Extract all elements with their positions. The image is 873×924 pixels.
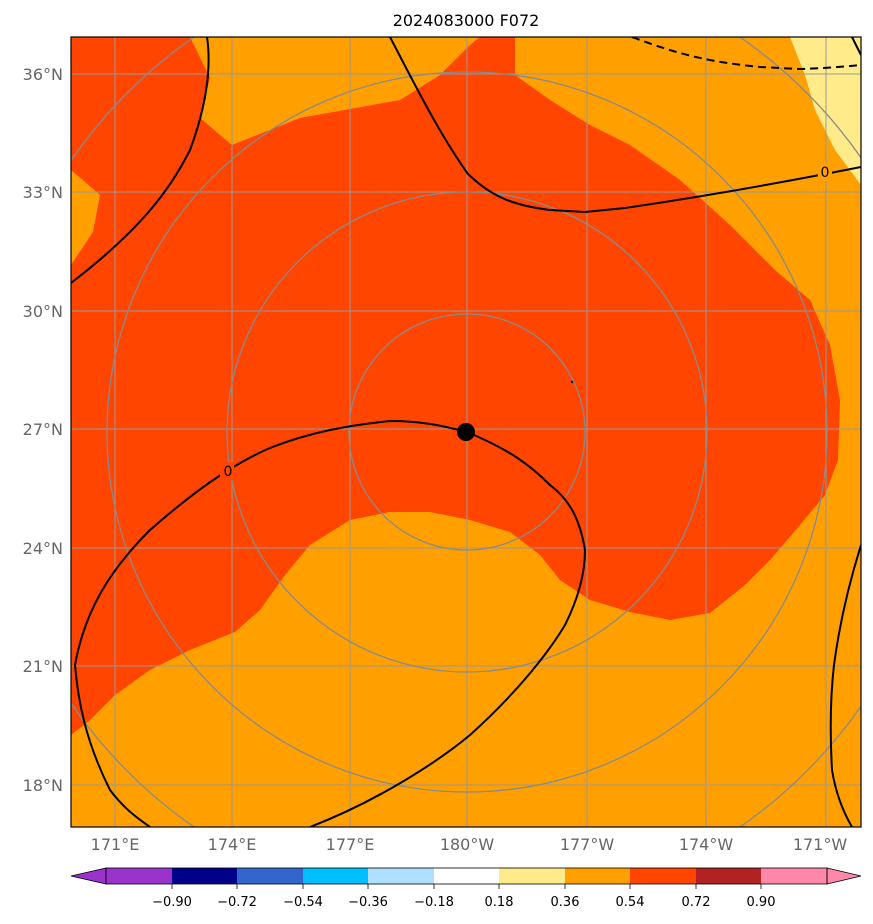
lat-label: 24°N <box>23 539 63 558</box>
colorbar-bin <box>237 868 303 884</box>
colorbar-tick-label: 0.54 <box>616 895 645 910</box>
colorbar-tick-label: −0.54 <box>283 895 323 910</box>
colorbar: −0.90 −0.72 −0.54 −0.36 −0.18 0.18 0.36 … <box>70 867 862 910</box>
lon-label: 171°W <box>793 835 848 854</box>
contour-right-edge <box>829 544 861 827</box>
graticule <box>71 37 861 827</box>
colorbar-bin <box>303 868 368 884</box>
map-frame <box>70 36 862 828</box>
small-dot <box>570 380 574 384</box>
colorbar-bin <box>565 868 630 884</box>
colorbar-extend-low <box>70 867 107 885</box>
colorbar-ticks <box>171 884 762 889</box>
lat-label: 36°N <box>23 65 63 84</box>
contour-top-right-corner <box>851 37 861 56</box>
colorbar-tick-label: −0.72 <box>217 895 257 910</box>
lon-label: 180°W <box>440 835 495 854</box>
lon-label: 174°W <box>679 835 734 854</box>
colorbar-tick-label: −0.18 <box>414 895 454 910</box>
colorbar-bin <box>106 868 172 884</box>
colorbar-tick-label: −0.90 <box>152 895 192 910</box>
colorbar-bin <box>368 868 434 884</box>
colorbar-bin <box>434 868 499 884</box>
lat-label: 27°N <box>23 420 63 439</box>
lat-labels: 36°N 33°N 30°N 27°N 24°N 21°N 18°N <box>23 65 63 795</box>
lat-label: 30°N <box>23 302 63 321</box>
lon-label: 177°E <box>326 835 375 854</box>
colorbar-tick-label: 0.72 <box>682 895 711 910</box>
lon-label: 171°E <box>91 835 140 854</box>
contour-left-upper <box>71 37 210 284</box>
contour-label-group: 0 0 <box>220 163 832 480</box>
lon-labels: 171°E 174°E 177°E 180°W 177°W 174°W 171°… <box>91 835 848 854</box>
field-orange-left-notch <box>71 170 100 265</box>
lon-label: 174°E <box>208 835 257 854</box>
colorbar-bin <box>172 868 237 884</box>
colorbar-bin <box>499 868 565 884</box>
colorbar-bin <box>761 868 827 884</box>
contour-top-right-dashed <box>631 37 861 71</box>
lon-label: 177°W <box>560 835 615 854</box>
colorbar-tick-label: −0.36 <box>348 895 388 910</box>
contours <box>71 37 861 827</box>
contour-label-right: 0 <box>821 165 830 181</box>
lat-label: 18°N <box>23 776 63 795</box>
colorbar-bin <box>696 868 761 884</box>
contour-label-left: 0 <box>224 464 233 480</box>
colorbar-tick-label: 0.18 <box>485 895 514 910</box>
colorbar-extend-high <box>826 867 862 885</box>
map-title: 2024083000 F072 <box>393 11 540 30</box>
field-red-main <box>71 37 840 735</box>
lat-label: 33°N <box>23 183 63 202</box>
colorbar-bin <box>630 868 696 884</box>
lat-label: 21°N <box>23 657 63 676</box>
colorbar-tick-label: 0.36 <box>551 895 580 910</box>
colorbar-tick-label: 0.90 <box>747 895 776 910</box>
contour-center-loop <box>73 419 587 827</box>
storm-center-marker <box>457 423 475 441</box>
colorbar-frame <box>105 867 828 885</box>
contour-top-center <box>389 37 861 214</box>
